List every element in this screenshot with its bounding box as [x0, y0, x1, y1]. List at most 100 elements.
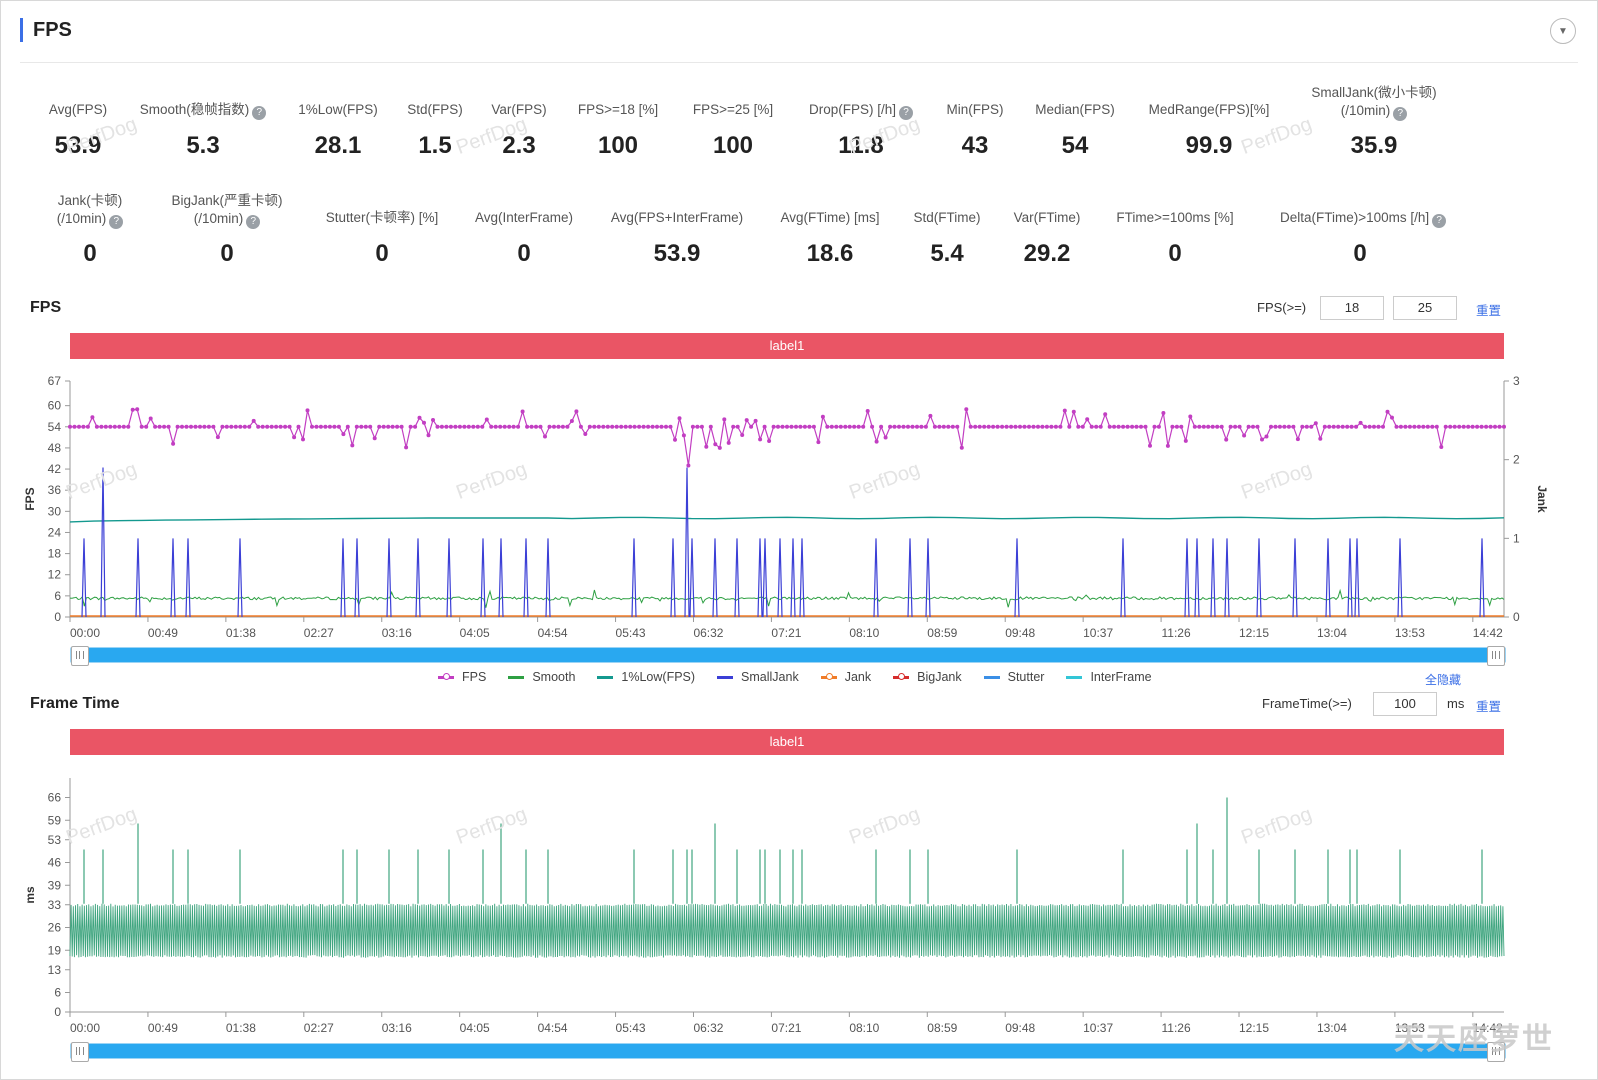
fps-point: [614, 424, 619, 429]
fps-point: [1009, 424, 1014, 429]
fps-point: [847, 424, 852, 429]
frametime-threshold-input[interactable]: 100: [1373, 692, 1437, 716]
fps-point: [359, 424, 364, 429]
fps-point: [655, 424, 659, 429]
metric-label: Avg(InterFrame): [474, 210, 574, 225]
fps-point: [838, 424, 843, 429]
frametime-time-range-slider[interactable]: [70, 1042, 1506, 1062]
fps-point: [162, 424, 167, 429]
y-tick-label: 6: [54, 986, 61, 1000]
fps-point: [538, 424, 543, 429]
fps-point: [278, 424, 283, 429]
slider-handle-right[interactable]: [1487, 646, 1505, 666]
metric-card: FTime>=100ms [%] 0: [1095, 209, 1255, 267]
fps-label-band[interactable]: label1: [70, 333, 1504, 359]
fps-point: [336, 424, 341, 429]
fps-point: [1277, 424, 1282, 429]
frametime-chart[interactable]: 0 6 13 19 26 33 39 46 53 59 66 00:00 00:49 01:38 02:27…: [0, 760, 1598, 1042]
fps-point: [1434, 424, 1439, 429]
legend-item[interactable]: FPS: [438, 670, 486, 684]
fps-point: [453, 424, 458, 429]
fps-point: [673, 437, 677, 442]
fps-point: [211, 424, 216, 429]
help-icon[interactable]: ?: [1393, 107, 1408, 121]
fps-point: [1197, 424, 1202, 429]
fps-point: [1148, 443, 1152, 448]
legend-label: Stutter: [1007, 670, 1045, 684]
fps-point: [1130, 424, 1135, 429]
frametime-label-band[interactable]: label1: [70, 729, 1504, 755]
fps-point: [381, 424, 386, 429]
x-tick-label: 14:42: [1473, 626, 1503, 640]
metric-value: 54: [1061, 132, 1089, 159]
metric-value: 2.3: [502, 132, 536, 159]
fps-point: [1112, 424, 1117, 429]
fps-point: [274, 424, 279, 429]
slider-handle-left[interactable]: [71, 1042, 89, 1062]
legend-item[interactable]: SmallJank: [717, 670, 799, 684]
fps-point: [180, 424, 184, 429]
fps-point: [139, 424, 144, 429]
title-accent-bar: [20, 18, 23, 42]
fps-threshold-input-1[interactable]: 18: [1320, 296, 1384, 320]
fps-point: [1470, 424, 1475, 429]
metric-label: Median(FPS): [1035, 102, 1115, 117]
fps-point: [798, 424, 803, 429]
metric-label: Smooth(稳帧指数)?: [123, 101, 283, 120]
legend-item[interactable]: Stutter: [983, 670, 1045, 684]
fps-point: [471, 424, 476, 429]
slider-handle-right[interactable]: [1487, 1042, 1505, 1062]
fps-point: [986, 424, 991, 429]
slider-handle-left[interactable]: [71, 646, 89, 666]
fps-point: [1080, 424, 1085, 429]
legend-item[interactable]: BigJank: [893, 670, 962, 684]
fps-point: [1309, 424, 1314, 429]
collapse-toggle-button[interactable]: ▼: [1550, 18, 1576, 44]
legend-item[interactable]: 1%Low(FPS): [597, 670, 695, 684]
fps-point: [668, 424, 673, 429]
help-icon[interactable]: ?: [252, 106, 267, 120]
fps-point: [901, 424, 906, 429]
y-tick-label: 46: [48, 856, 62, 870]
fps-point: [130, 407, 135, 412]
help-icon[interactable]: ?: [1432, 214, 1447, 228]
frametime-chart-title: Frame Time: [30, 695, 120, 712]
fps-point: [1242, 433, 1247, 438]
fps-point: [1416, 424, 1421, 429]
fps-point: [749, 424, 754, 429]
fps-point: [166, 424, 171, 429]
fps-point: [1089, 424, 1094, 429]
help-icon[interactable]: ?: [246, 215, 261, 229]
fps-point: [959, 445, 964, 450]
hide-all-link[interactable]: 全隐藏: [1425, 673, 1462, 687]
fps-time-range-slider[interactable]: [70, 646, 1506, 666]
y-tick-label: 53: [48, 833, 62, 847]
legend-item[interactable]: InterFrame: [1066, 670, 1152, 684]
fps-point: [242, 424, 247, 429]
fps-threshold-input-2[interactable]: 25: [1393, 296, 1457, 320]
help-icon[interactable]: ?: [109, 215, 124, 229]
series-smooth-line: [69, 588, 1505, 608]
fps-point: [1269, 424, 1273, 429]
metric-value: 0: [220, 240, 234, 267]
fps-point: [982, 424, 987, 429]
legend-item[interactable]: Smooth: [508, 670, 575, 684]
fps-point: [1448, 424, 1453, 429]
fps-point: [72, 424, 77, 429]
fps-point: [269, 424, 274, 429]
fps-point: [726, 440, 731, 445]
fps-reset-link[interactable]: 重置: [1476, 304, 1502, 318]
fps-point: [1206, 424, 1211, 429]
metric-value: 0: [1353, 240, 1367, 267]
fps-point: [77, 424, 81, 429]
help-icon[interactable]: ?: [899, 106, 914, 120]
fps-point: [215, 435, 220, 440]
fps-point: [1295, 437, 1300, 442]
fps-point: [256, 424, 261, 429]
y-tick-label: 48: [48, 441, 62, 455]
legend-item[interactable]: Jank: [820, 670, 871, 684]
metric-card: Smooth(稳帧指数)? 5.3: [123, 101, 283, 159]
fps-point: [1036, 424, 1040, 429]
frametime-reset-link[interactable]: 重置: [1476, 700, 1502, 714]
